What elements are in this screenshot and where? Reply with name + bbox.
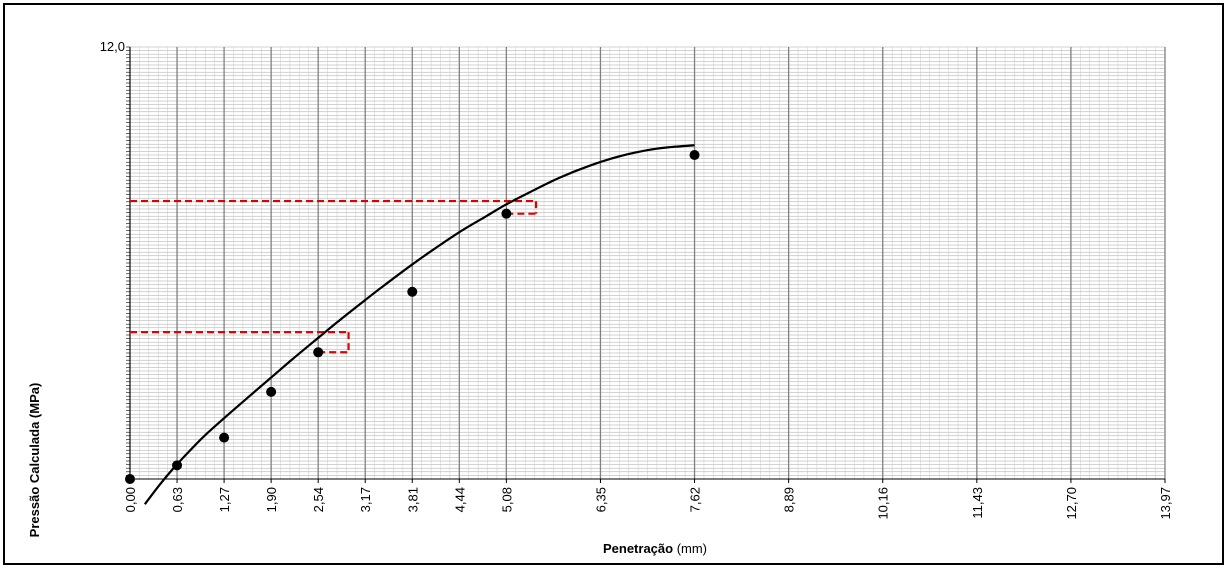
x-axis-title: Penetração (mm)	[603, 541, 707, 556]
x-tick-label: 12,70	[1064, 487, 1079, 520]
x-tick-label: 0,63	[170, 487, 185, 512]
y-tick-labels: 12,0	[100, 39, 125, 54]
y-tick-label-top: 12,0	[100, 39, 125, 54]
fit-curve-group	[143, 144, 695, 505]
x-tick-label: 3,81	[405, 487, 420, 512]
x-tick-label: 0,00	[123, 487, 138, 512]
data-points	[125, 150, 700, 484]
data-point	[219, 432, 230, 443]
x-axis-title-bold: Penetração	[603, 541, 673, 556]
data-point	[501, 208, 512, 219]
data-point	[172, 460, 183, 471]
x-tick-label: 7,62	[688, 487, 703, 512]
fit-curve	[143, 144, 695, 505]
data-point	[689, 150, 700, 160]
x-tick-label: 3,17	[358, 487, 373, 512]
x-tick-label: 5,08	[499, 487, 514, 512]
y-axis-title: Pressão Calculada (MPa)	[27, 383, 42, 538]
x-tick-label: 10,16	[876, 487, 891, 520]
grid	[129, 46, 1166, 479]
data-point	[266, 386, 277, 397]
data-point	[407, 286, 418, 297]
x-tick-label: 2,54	[311, 487, 326, 512]
x-tick-label: 8,89	[782, 487, 797, 512]
data-point	[313, 347, 324, 358]
x-tick-labels: 0,00 0,63 1,27 1,90 2,54 3,17 3,81 4,44 5,08 6,35…	[123, 487, 1173, 520]
x-tick-label: 4,44	[452, 487, 467, 512]
x-tick-label: 6,35	[593, 487, 608, 512]
x-tick-label: 11,43	[970, 487, 985, 519]
x-tick-label: 13,97	[1158, 487, 1173, 520]
chart-frame	[3, 3, 1224, 565]
x-tick-label: 1,90	[264, 487, 279, 512]
data-point	[125, 474, 135, 484]
x-axis-title-unit: (mm)	[673, 541, 707, 556]
x-tick-label: 1,27	[217, 487, 232, 512]
